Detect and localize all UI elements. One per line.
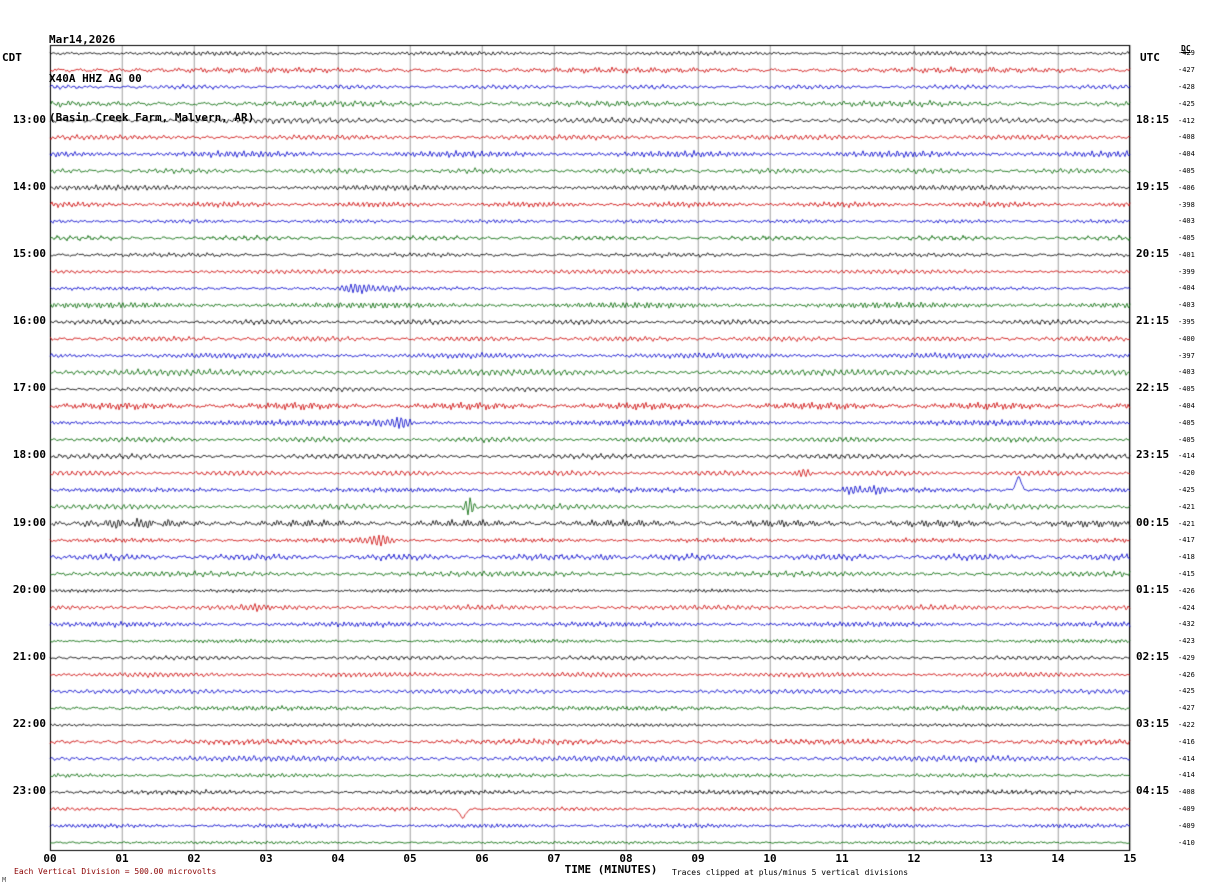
- vertical-division-note: Each Vertical Division = 500.00 microvol…: [14, 867, 217, 876]
- dc-offset-value: -401: [1178, 251, 1195, 259]
- dc-offset-value: -426: [1178, 671, 1195, 679]
- x-tick-label: 10: [763, 852, 777, 865]
- dc-offset-value: -427: [1178, 66, 1195, 74]
- dc-offset-value: -432: [1178, 620, 1195, 628]
- utc-hour-label: 20:15: [1136, 247, 1170, 260]
- dc-offset-value: -405: [1178, 436, 1195, 444]
- x-tick-label: 01: [115, 852, 129, 865]
- dc-offset-value: -408: [1178, 788, 1195, 796]
- x-tick-label: 08: [619, 852, 633, 865]
- dc-offset-value: -409: [1178, 822, 1195, 830]
- utc-hour-label: 21:15: [1136, 314, 1170, 327]
- dc-offset-value: -412: [1178, 117, 1195, 125]
- x-tick-label: 05: [403, 852, 417, 865]
- dc-offset-value: -405: [1178, 234, 1195, 242]
- dc-offset-value: -404: [1178, 284, 1195, 292]
- utc-hour-label: 18:15: [1136, 113, 1170, 126]
- x-tick-label: 03: [259, 852, 273, 865]
- dc-offset-value: -415: [1178, 570, 1195, 578]
- x-tick-label: 09: [691, 852, 705, 865]
- dc-offset-value: -420: [1178, 469, 1195, 477]
- utc-hour-label: 19:15: [1136, 180, 1170, 193]
- logo-mark: M: [2, 876, 7, 884]
- cdt-hour-label: 21:00: [12, 650, 46, 663]
- x-tick-label: 04: [331, 852, 345, 865]
- dc-offset-value: -429: [1178, 654, 1195, 662]
- dc-offset-value: -399: [1178, 268, 1195, 276]
- dc-offset-value: -408: [1178, 133, 1195, 141]
- cdt-hour-label: 15:00: [12, 247, 46, 260]
- title-station: X40A HHZ AG 00: [49, 72, 142, 85]
- dc-offset-value: -414: [1178, 755, 1195, 763]
- x-axis-label: TIME (MINUTES): [564, 863, 658, 876]
- dc-offset-value: -426: [1178, 587, 1195, 595]
- dc-offset-value: -417: [1178, 536, 1195, 544]
- dc-offset-value: -400: [1178, 335, 1195, 343]
- dc-offset-value: -421: [1178, 503, 1195, 511]
- left-timezone-header: CDT: [2, 51, 22, 64]
- dc-offset-value: -422: [1178, 721, 1195, 729]
- dc-offset-value: -428: [1178, 83, 1195, 91]
- dc-offset-value: -409: [1178, 805, 1195, 813]
- dc-offset-value: -414: [1178, 771, 1195, 779]
- dc-offset-value: -406: [1178, 184, 1195, 192]
- x-tick-label: 13: [979, 852, 993, 865]
- dc-offset-value: -398: [1178, 201, 1195, 209]
- dc-offset-value: -404: [1178, 402, 1195, 410]
- dc-offset-value: -405: [1178, 385, 1195, 393]
- cdt-hour-label: 18:00: [12, 448, 46, 461]
- dc-offset-value: -427: [1178, 704, 1195, 712]
- utc-hour-label: 02:15: [1136, 650, 1170, 663]
- x-tick-label: 07: [547, 852, 561, 865]
- x-tick-label: 11: [835, 852, 849, 865]
- dc-column-header: DC: [1181, 44, 1191, 53]
- cdt-hour-label: 17:00: [12, 381, 46, 394]
- utc-hour-label: 23:15: [1136, 448, 1170, 461]
- dc-offset-value: -395: [1178, 318, 1195, 326]
- dc-offset-value: -416: [1178, 738, 1195, 746]
- dc-offset-value: -425: [1178, 687, 1195, 695]
- cdt-hour-label: 20:00: [12, 583, 46, 596]
- cdt-hour-label: 22:00: [12, 717, 46, 730]
- x-tick-label: 02: [187, 852, 201, 865]
- dc-offset-value: -414: [1178, 452, 1195, 460]
- dc-offset-value: -418: [1178, 553, 1195, 561]
- x-tick-label: 14: [1051, 852, 1065, 865]
- clipping-note: Traces clipped at plus/minus 5 vertical …: [672, 868, 909, 877]
- dc-offset-value: -403: [1178, 217, 1195, 225]
- cdt-hour-label: 14:00: [12, 180, 46, 193]
- dc-offset-value: -404: [1178, 150, 1195, 158]
- dc-offset-value: -421: [1178, 520, 1195, 528]
- cdt-hour-label: 13:00: [12, 113, 46, 126]
- utc-hour-label: 00:15: [1136, 516, 1170, 529]
- x-tick-label: 12: [907, 852, 921, 865]
- utc-hour-label: 04:15: [1136, 784, 1170, 797]
- dc-offset-value: -423: [1178, 637, 1195, 645]
- title-block: Mar14,2026 X40A HHZ AG 00 (Basin Creek F…: [49, 7, 254, 150]
- dc-offset-value: -410: [1178, 839, 1195, 847]
- x-tick-label: 15: [1123, 852, 1137, 865]
- dc-offset-value: -403: [1178, 368, 1195, 376]
- dc-offset-value: -405: [1178, 167, 1195, 175]
- right-timezone-header: UTC: [1140, 51, 1160, 64]
- cdt-hour-label: 16:00: [12, 314, 46, 327]
- dc-offset-value: -425: [1178, 100, 1195, 108]
- x-tick-label: 00: [43, 852, 57, 865]
- dc-offset-value: -403: [1178, 301, 1195, 309]
- dc-offset-value: -425: [1178, 486, 1195, 494]
- cdt-hour-label: 19:00: [12, 516, 46, 529]
- utc-hour-label: 03:15: [1136, 717, 1170, 730]
- dc-offset-value: -424: [1178, 604, 1195, 612]
- title-date: Mar14,2026: [49, 33, 116, 46]
- x-tick-label: 06: [475, 852, 489, 865]
- dc-offset-value: -397: [1178, 352, 1195, 360]
- cdt-hour-label: 23:00: [12, 784, 46, 797]
- dc-offset-value: -405: [1178, 419, 1195, 427]
- utc-hour-label: 01:15: [1136, 583, 1170, 596]
- title-location: (Basin Creek Farm, Malvern, AR): [49, 111, 255, 124]
- dc-offset-value: -429: [1178, 49, 1195, 57]
- utc-hour-label: 22:15: [1136, 381, 1170, 394]
